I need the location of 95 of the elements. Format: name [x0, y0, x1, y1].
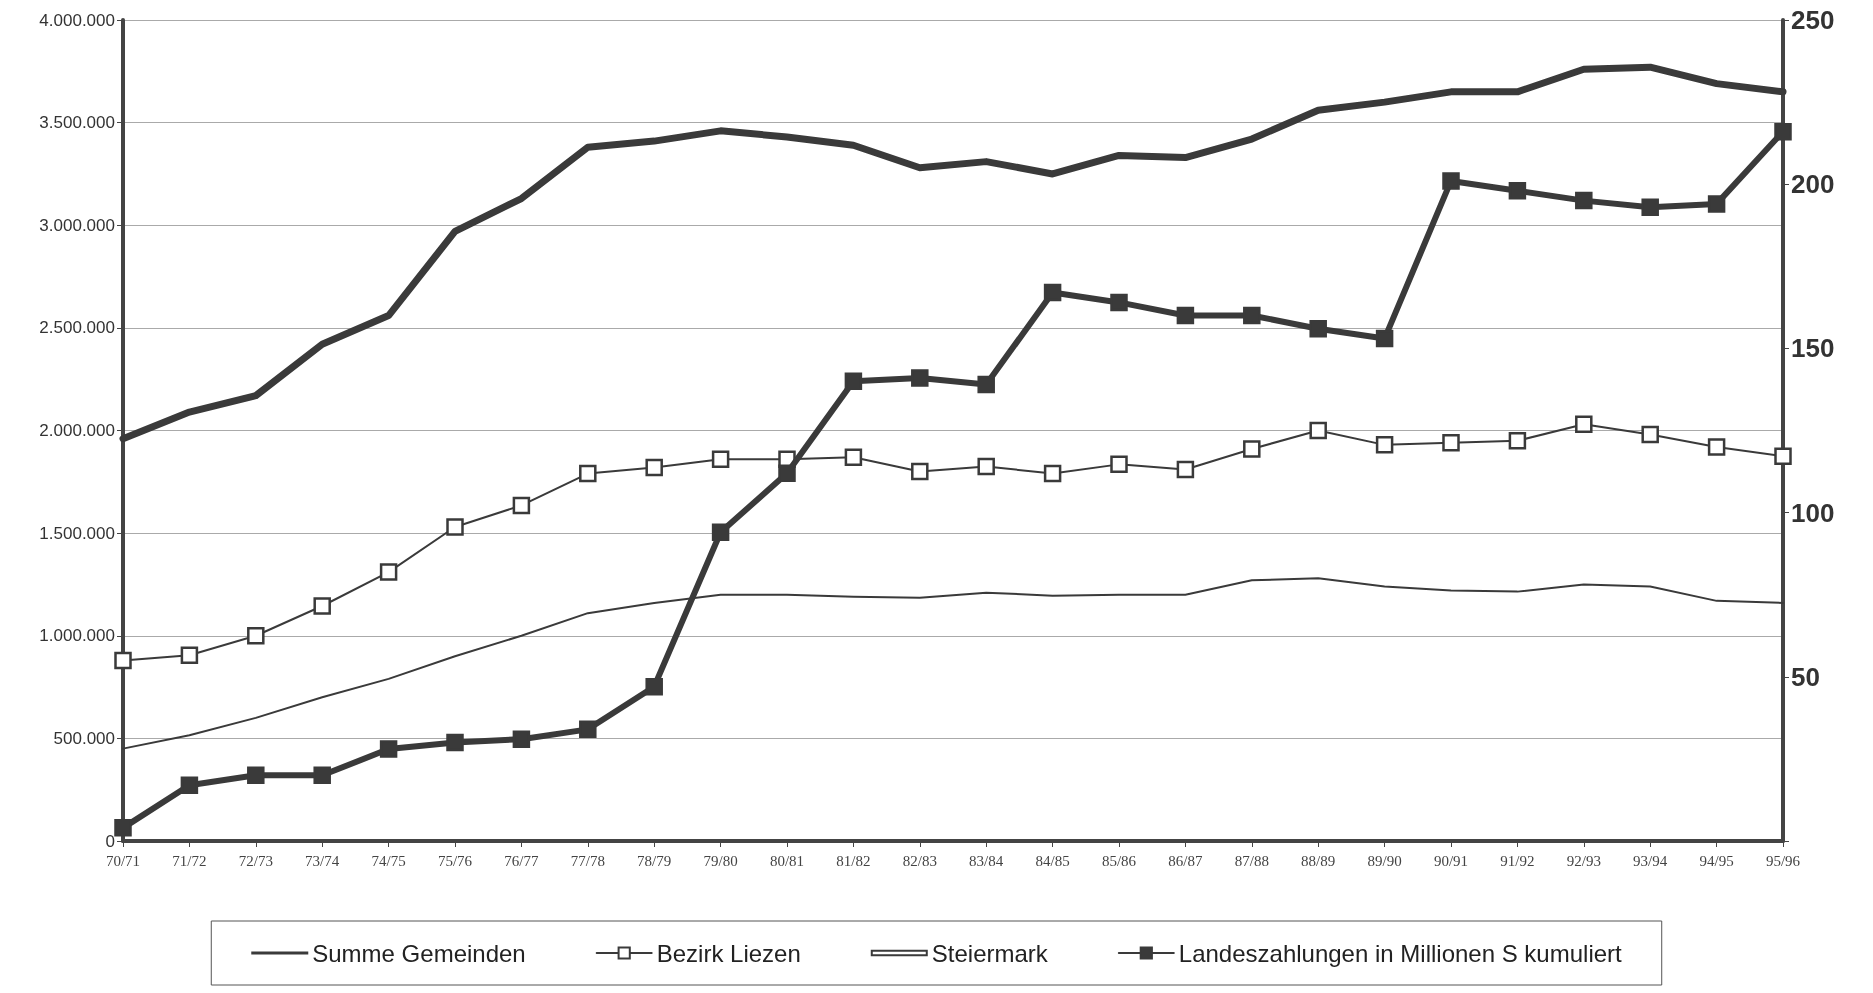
point	[1043, 283, 1062, 302]
y-tick-label: 500.000	[53, 728, 115, 748]
x-tick-label: 82/83	[902, 852, 937, 869]
point	[977, 457, 995, 476]
legend-label: Bezirk Liezen	[656, 939, 801, 967]
point	[1575, 191, 1593, 210]
point	[1707, 438, 1726, 456]
x-tick-label: 70/71	[105, 852, 141, 869]
point	[114, 819, 132, 837]
y2-tick-label: 100	[1791, 497, 1835, 528]
x-tick-label: 93/94	[1633, 852, 1668, 869]
point	[180, 776, 199, 794]
point	[711, 523, 730, 542]
x-tick-label: 76/77	[504, 852, 539, 869]
y-tick-label: 3.500.000	[39, 113, 115, 133]
y2-tick-label: 150	[1791, 333, 1835, 364]
x-tick-label: 75/76	[437, 852, 473, 869]
x-tick-label: 73/74	[305, 852, 340, 869]
x-tick-label: 79/80	[703, 852, 738, 869]
point	[1243, 306, 1261, 325]
point	[379, 740, 398, 758]
point	[1774, 447, 1792, 465]
point	[446, 733, 464, 752]
point	[1110, 455, 1128, 474]
y-tick-label: 2.000.000	[39, 421, 115, 440]
point	[512, 730, 531, 748]
point	[711, 450, 730, 468]
x-tick-label: 91/92	[1500, 852, 1535, 869]
x-tick-label: 94/95	[1699, 852, 1734, 869]
point	[313, 597, 331, 615]
point	[1110, 293, 1128, 312]
point	[1375, 436, 1394, 454]
y-tick-label: 4.000.000	[39, 10, 115, 30]
x-tick-label: 77/78	[570, 852, 605, 869]
x-tick-label: 78/79	[637, 852, 672, 869]
x-tick-label: 74/75	[371, 852, 406, 869]
x-tick-label: 85/86	[1101, 852, 1137, 869]
point	[1508, 432, 1527, 450]
point	[1375, 329, 1394, 348]
x-tick-label: 90/91	[1433, 852, 1469, 869]
point	[579, 720, 597, 739]
point	[1309, 319, 1327, 338]
point	[844, 372, 863, 390]
x-tick-label: 81/82	[836, 852, 871, 869]
y2-tick-label: 200	[1791, 169, 1835, 200]
point	[1243, 440, 1261, 458]
y-tick-label: 1.000.000	[39, 626, 115, 646]
x-tick-label: 84/85	[1035, 852, 1070, 869]
point	[1641, 425, 1659, 444]
point	[1442, 172, 1460, 190]
point	[1641, 198, 1659, 216]
point	[911, 462, 929, 481]
legend-label: Steiermark	[931, 939, 1049, 967]
point	[379, 563, 398, 581]
point	[579, 464, 597, 483]
point	[180, 646, 199, 664]
y2-tick-label: 250	[1791, 5, 1835, 35]
point	[1508, 182, 1527, 200]
point	[247, 766, 265, 785]
x-tick-label: 95/96	[1765, 852, 1801, 869]
point	[1774, 122, 1792, 141]
y-tick-label: 0	[105, 831, 115, 851]
point	[1043, 464, 1062, 483]
x-tick-label: 71/72	[172, 852, 207, 869]
x-tick-label: 89/90	[1367, 852, 1402, 869]
point	[1176, 306, 1195, 325]
point	[1442, 434, 1460, 452]
legend-label: Summe Gemeinden	[312, 939, 526, 967]
point	[645, 677, 663, 696]
point	[844, 448, 863, 466]
y-tick-label: 1.500.000	[39, 523, 115, 543]
point	[1309, 421, 1327, 440]
x-tick-label: 92/93	[1566, 852, 1601, 869]
x-tick-label: 72/73	[238, 852, 273, 869]
x-tick-label: 86/87	[1168, 852, 1203, 869]
point	[313, 766, 331, 785]
y-tick-label: 3.000.000	[39, 215, 115, 235]
x-tick-label: 88/89	[1301, 852, 1336, 869]
point	[1176, 460, 1195, 479]
point	[1707, 195, 1726, 213]
y-tick-label: 2.500.000	[39, 318, 115, 338]
point	[911, 369, 929, 387]
point	[645, 458, 663, 477]
legend-label: Landeszahlungen in Millionen S kumuliert	[1178, 939, 1623, 967]
x-tick-label: 80/81	[769, 852, 805, 869]
x-tick-label: 83/84	[969, 852, 1004, 869]
point	[977, 375, 995, 394]
point	[114, 651, 132, 670]
point	[446, 518, 464, 536]
point	[778, 464, 796, 482]
point	[247, 627, 265, 645]
y2-tick-label: 50	[1791, 661, 1820, 692]
point	[512, 496, 531, 515]
point	[1575, 415, 1593, 434]
x-tick-label: 87/88	[1234, 852, 1269, 869]
